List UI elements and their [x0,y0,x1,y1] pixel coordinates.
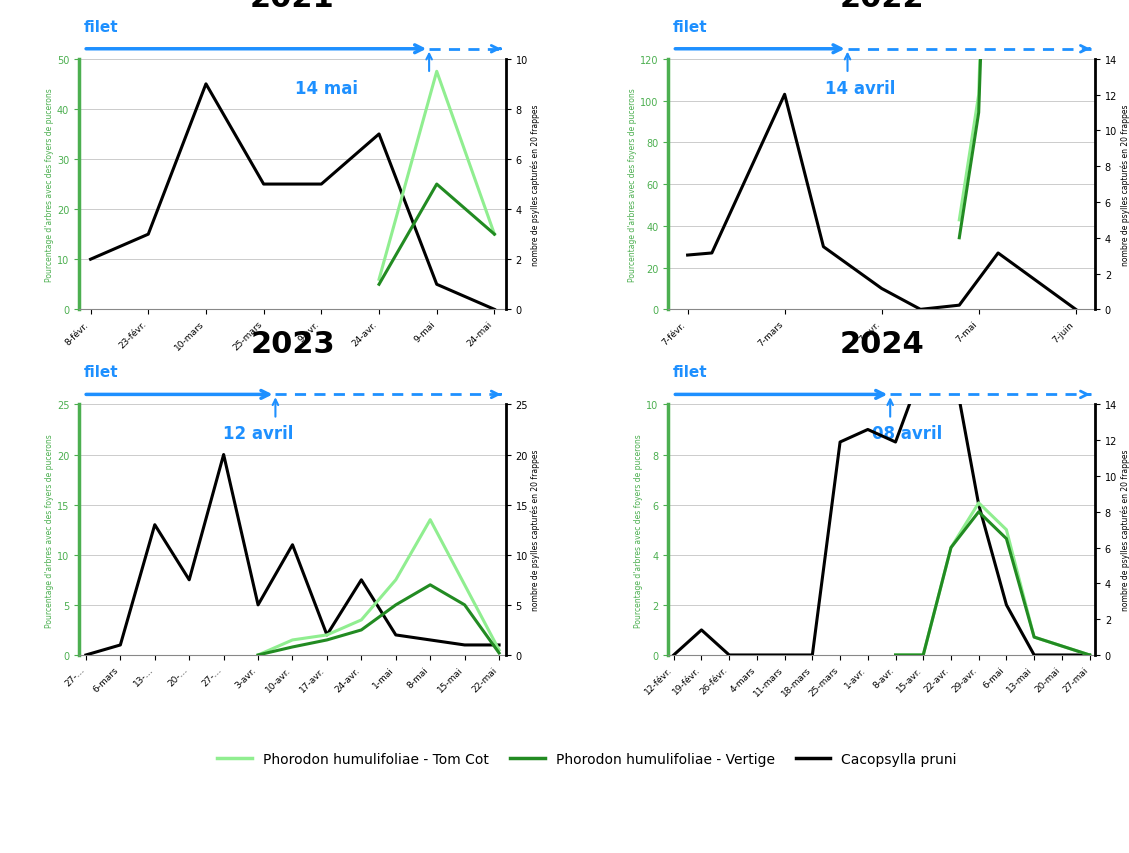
Y-axis label: nombre de psylles capturés en 20 frappes: nombre de psylles capturés en 20 frappes [1120,450,1129,611]
Y-axis label: nombre de psylles capturés en 20 frappes: nombre de psylles capturés en 20 frappes [1120,104,1129,265]
Text: 08 avril: 08 avril [873,425,943,443]
Text: filet: filet [673,20,707,35]
Y-axis label: Pourcentage d'arbres avec des foyers de pucerons: Pourcentage d'arbres avec des foyers de … [634,433,644,627]
Y-axis label: nombre de psylles capturés en 20 frappes: nombre de psylles capturés en 20 frappes [531,450,541,611]
Text: filet: filet [84,20,117,35]
Text: filet: filet [84,365,117,380]
Text: filet: filet [673,365,707,380]
Y-axis label: Pourcentage d'arbres avec des foyers de pucerons: Pourcentage d'arbres avec des foyers de … [45,88,54,281]
Y-axis label: nombre de psylles capturés en 20 frappes: nombre de psylles capturés en 20 frappes [531,104,540,265]
Title: 2023: 2023 [251,329,335,358]
Title: 2021: 2021 [251,0,335,13]
Text: 12 avril: 12 avril [224,425,294,443]
Title: 2024: 2024 [839,329,924,358]
Text: 14 avril: 14 avril [825,79,895,98]
Y-axis label: Pourcentage d'arbres avec des foyers de pucerons: Pourcentage d'arbres avec des foyers de … [45,433,54,627]
Legend: Phorodon humulifoliae - Tom Cot, Phorodon humulifoliae - Vertige, Cacopsylla pru: Phorodon humulifoliae - Tom Cot, Phorodo… [212,746,962,771]
Y-axis label: Pourcentage d'arbres avec des foyers de pucerons: Pourcentage d'arbres avec des foyers de … [628,88,637,281]
Title: 2022: 2022 [839,0,924,13]
Text: 14 mai: 14 mai [295,79,358,98]
